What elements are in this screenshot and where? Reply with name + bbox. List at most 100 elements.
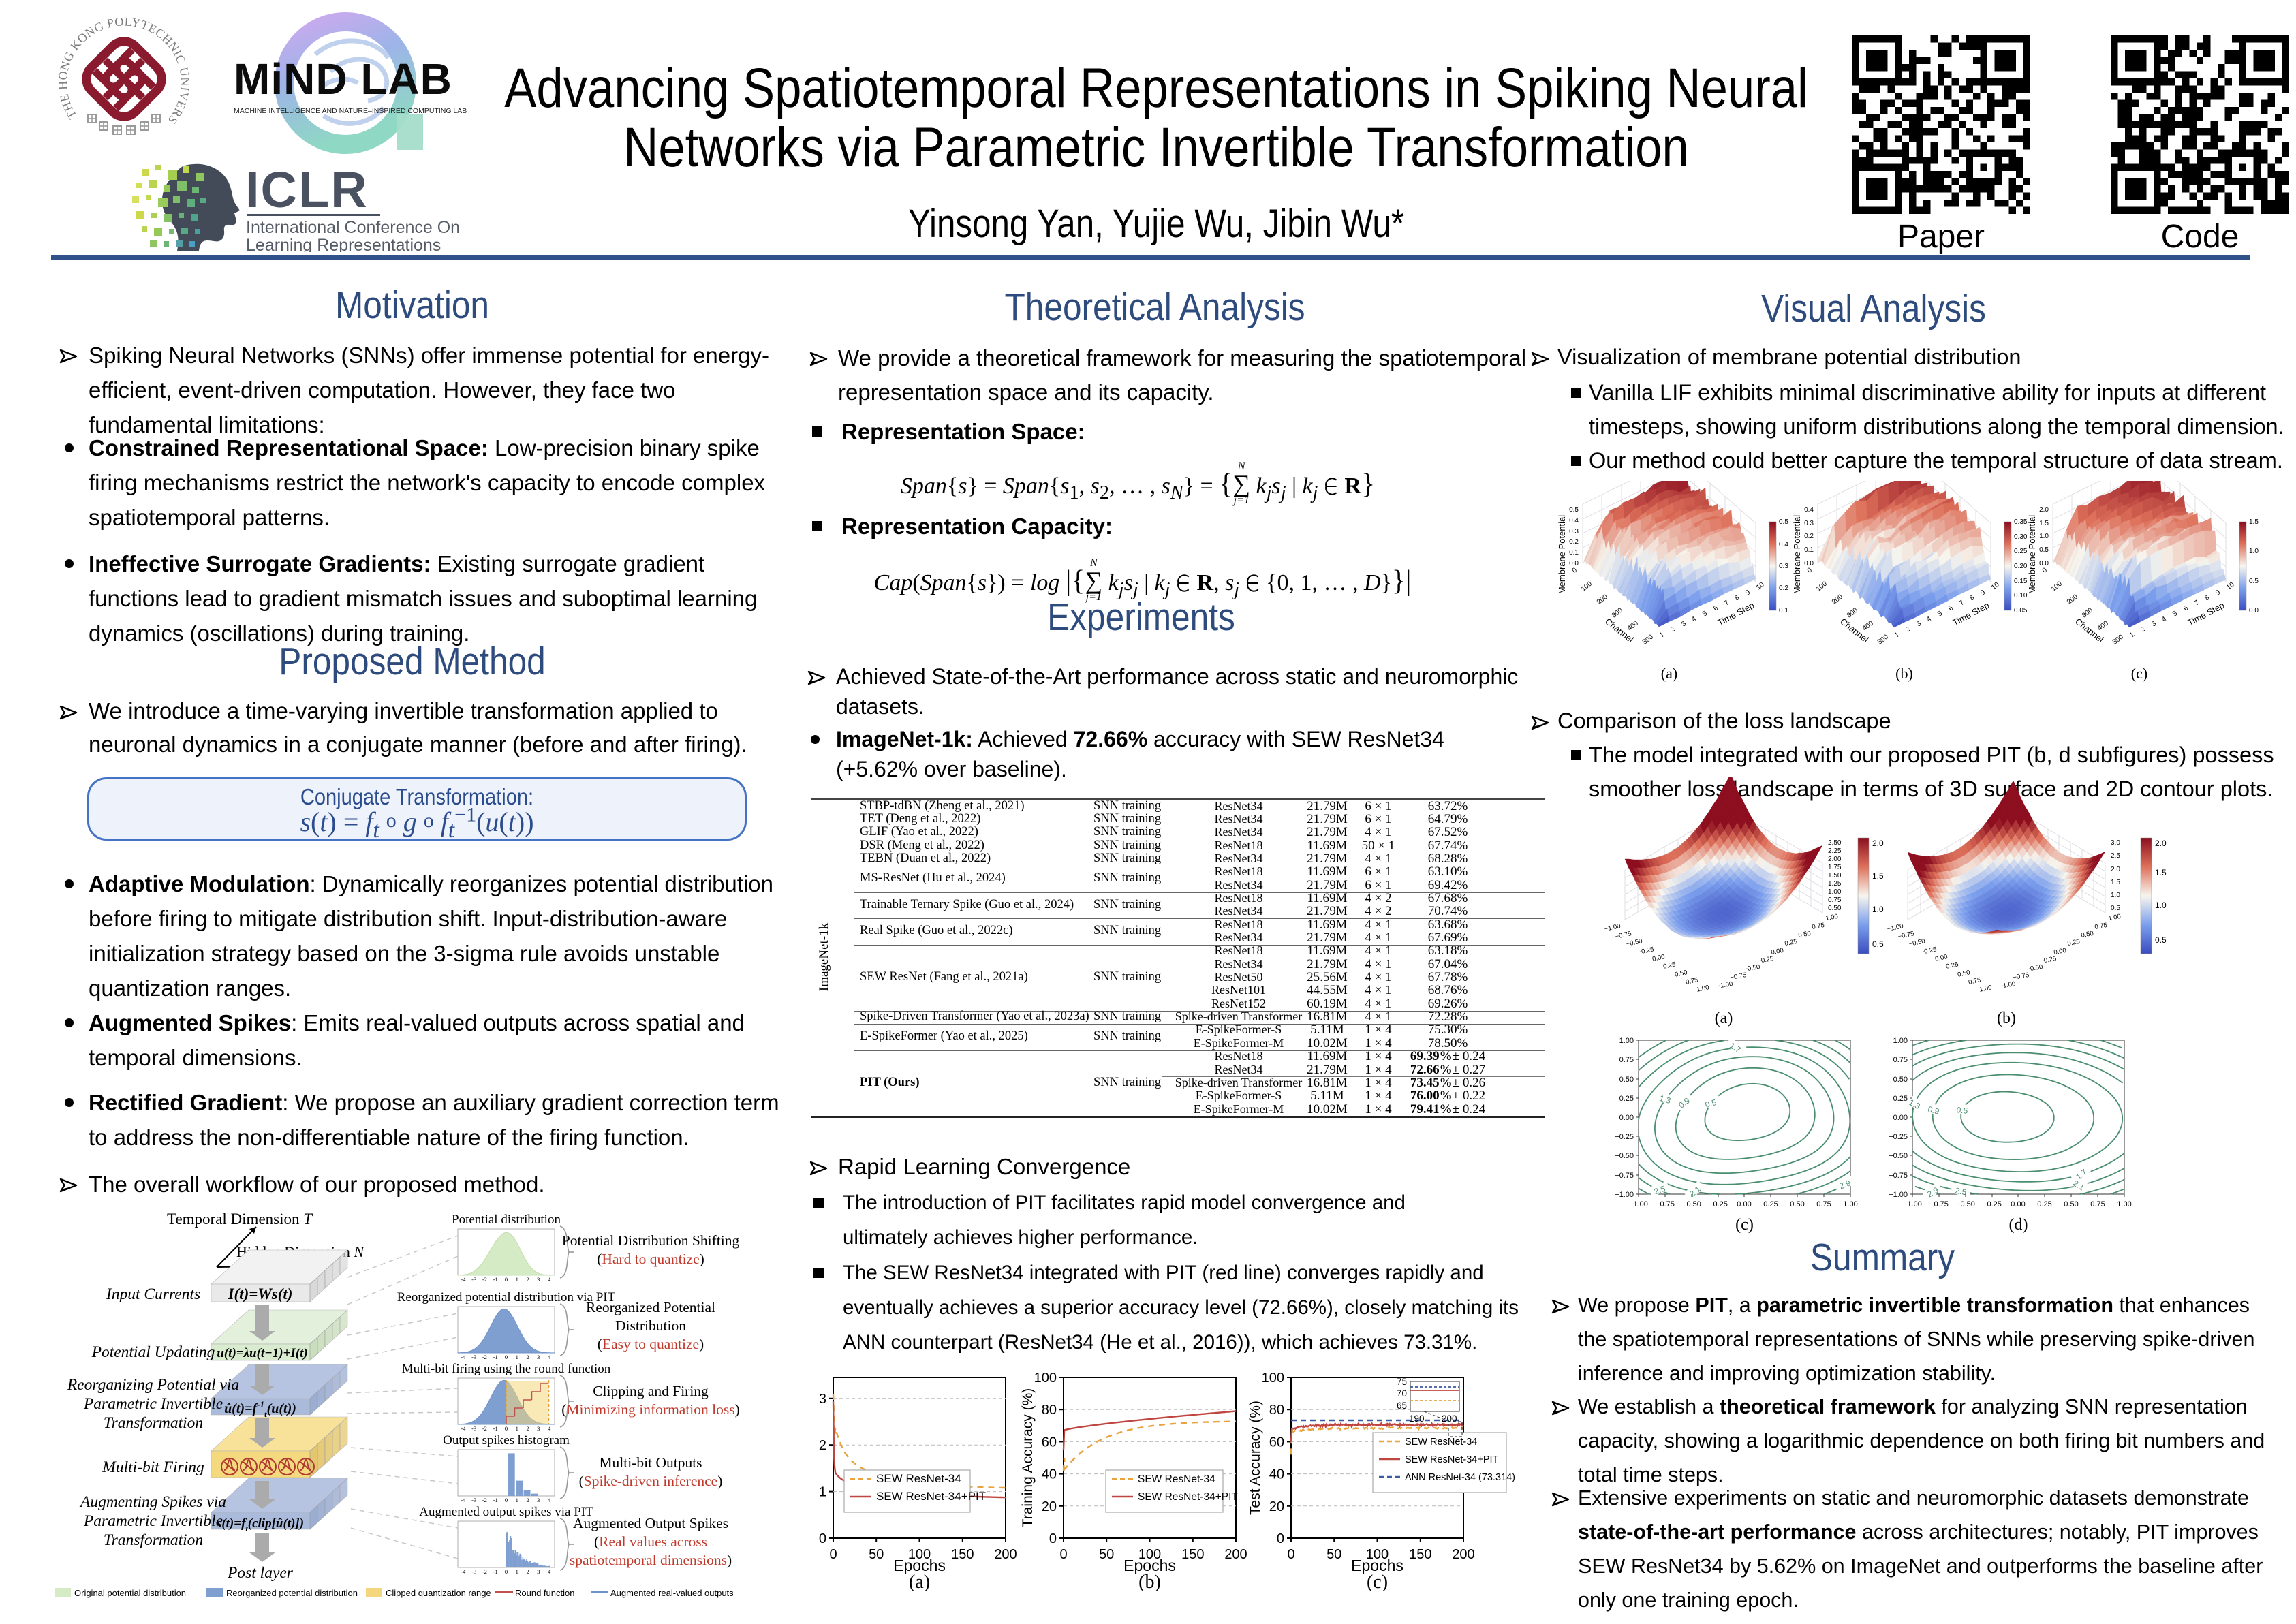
svg-text:0: 0 bbox=[829, 1547, 837, 1562]
svg-text:300: 300 bbox=[1611, 606, 1624, 619]
svg-text:SEW ResNet-34: SEW ResNet-34 bbox=[1405, 1437, 1477, 1448]
svg-text:(Minimizing information loss): (Minimizing information loss) bbox=[561, 1401, 740, 1418]
svg-text:150: 150 bbox=[951, 1547, 974, 1562]
svg-text:Training Accuracy (%): Training Accuracy (%) bbox=[1020, 1388, 1036, 1528]
svg-text:Round function: Round function bbox=[515, 1588, 574, 1598]
svg-text:1.00: 1.00 bbox=[2108, 913, 2122, 922]
svg-text:1: 1 bbox=[1893, 631, 1902, 639]
svg-text:100: 100 bbox=[1580, 580, 1594, 593]
svg-text:−1.00: −1.00 bbox=[1999, 980, 2017, 990]
svg-text:0.3: 0.3 bbox=[1804, 520, 1814, 527]
svg-text:Reorganizing Potential via: Reorganizing Potential via bbox=[67, 1376, 239, 1394]
svg-text:1.5: 1.5 bbox=[2155, 868, 2167, 877]
svg-text:−1.00: −1.00 bbox=[1903, 1200, 1922, 1208]
svg-text:3: 3 bbox=[537, 1276, 540, 1283]
svg-text:SEW ResNet-34+PIT: SEW ResNet-34+PIT bbox=[1405, 1454, 1499, 1465]
svg-text:2: 2 bbox=[526, 1568, 529, 1575]
svg-text:0.25: 0.25 bbox=[2014, 548, 2027, 555]
svg-text:Multi-bit Firing: Multi-bit Firing bbox=[102, 1458, 204, 1476]
svg-text:0.50: 0.50 bbox=[1674, 969, 1688, 979]
svg-text:70: 70 bbox=[1397, 1388, 1407, 1399]
svg-text:100: 100 bbox=[908, 1547, 931, 1562]
svg-text:1.0: 1.0 bbox=[1872, 905, 1884, 914]
svg-text:6: 6 bbox=[1947, 604, 1955, 612]
svg-text:−1.00: −1.00 bbox=[1887, 922, 1904, 933]
svg-text:0.5: 0.5 bbox=[1872, 939, 1884, 949]
svg-text:2: 2 bbox=[526, 1497, 529, 1503]
svg-text:10: 10 bbox=[2225, 581, 2236, 592]
svg-text:0: 0 bbox=[505, 1497, 508, 1503]
svg-text:0.00: 0.00 bbox=[1934, 953, 1948, 963]
svg-text:1.0: 1.0 bbox=[2155, 901, 2167, 910]
svg-text:(c): (c) bbox=[1735, 1216, 1754, 1234]
svg-text:Post layer: Post layer bbox=[227, 1564, 294, 1582]
svg-text:Membrane Potential: Membrane Potential bbox=[2027, 515, 2037, 594]
svg-text:4: 4 bbox=[548, 1354, 551, 1360]
svg-text:3: 3 bbox=[537, 1497, 540, 1503]
svg-text:-2: -2 bbox=[482, 1497, 487, 1503]
svg-text:−0.75: −0.75 bbox=[1897, 930, 1915, 941]
svg-text:−0.75: −0.75 bbox=[1929, 1200, 1949, 1208]
svg-text:4: 4 bbox=[548, 1276, 551, 1283]
svg-text:0.00: 0.00 bbox=[1651, 953, 1665, 963]
svg-text:500: 500 bbox=[1641, 633, 1655, 646]
svg-text:0.75: 0.75 bbox=[1828, 896, 1842, 904]
svg-text:0.3: 0.3 bbox=[1569, 528, 1579, 535]
svg-text:0.25: 0.25 bbox=[2037, 1200, 2051, 1208]
svg-text:0: 0 bbox=[1806, 566, 1814, 574]
svg-text:Learning Representations: Learning Representations bbox=[246, 236, 441, 252]
svg-text:0.20: 0.20 bbox=[2014, 563, 2027, 570]
svg-text:0.50: 0.50 bbox=[1790, 1200, 1804, 1208]
svg-text:0.15: 0.15 bbox=[2014, 578, 2027, 585]
svg-text:0.2: 0.2 bbox=[1779, 584, 1788, 592]
svg-text:(c): (c) bbox=[1367, 1572, 1388, 1591]
svg-text:0: 0 bbox=[1277, 1531, 1284, 1546]
svg-text:-1: -1 bbox=[493, 1276, 498, 1283]
svg-text:MACHINE INTELLIGENCE AND NATUR: MACHINE INTELLIGENCE AND NATURE–INSPIRED… bbox=[234, 107, 467, 115]
svg-text:0.3: 0.3 bbox=[1779, 563, 1788, 570]
svg-text:1.5: 1.5 bbox=[1872, 871, 1884, 881]
svg-text:0.25: 0.25 bbox=[1763, 1200, 1778, 1208]
svg-text:0: 0 bbox=[505, 1276, 508, 1283]
svg-text:500: 500 bbox=[1876, 633, 1890, 646]
svg-text:-4: -4 bbox=[461, 1425, 466, 1432]
svg-text:−0.25: −0.25 bbox=[1709, 1200, 1728, 1208]
svg-text:Test Accuracy (%): Test Accuracy (%) bbox=[1247, 1401, 1263, 1515]
svg-text:0.50: 0.50 bbox=[1619, 1076, 1634, 1084]
svg-text:2.5: 2.5 bbox=[1653, 1184, 1667, 1197]
svg-text:2.0: 2.0 bbox=[1872, 839, 1884, 848]
svg-text:Reorganized potential distribu: Reorganized potential distribution via P… bbox=[397, 1290, 616, 1305]
svg-text:2.5: 2.5 bbox=[1955, 1186, 1968, 1198]
svg-text:200: 200 bbox=[1442, 1414, 1457, 1424]
svg-text:-4: -4 bbox=[461, 1497, 466, 1503]
svg-text:(c): (c) bbox=[2131, 665, 2147, 682]
svg-text:2: 2 bbox=[1669, 625, 1677, 634]
svg-text:0.75: 0.75 bbox=[2090, 1200, 2105, 1208]
svg-text:0: 0 bbox=[1571, 566, 1579, 574]
svg-text:Epochs: Epochs bbox=[1351, 1557, 1403, 1574]
svg-text:-1: -1 bbox=[493, 1425, 498, 1432]
svg-text:10: 10 bbox=[1755, 581, 1766, 592]
svg-text:Augmented output spikes via PI: Augmented output spikes via PIT bbox=[419, 1505, 593, 1519]
svg-text:200: 200 bbox=[2066, 593, 2079, 606]
svg-text:(Easy to quantize): (Easy to quantize) bbox=[598, 1336, 704, 1352]
svg-text:ANN ResNet-34 (73.314): ANN ResNet-34 (73.314) bbox=[1405, 1472, 1515, 1483]
svg-text:1.0: 1.0 bbox=[2039, 533, 2049, 540]
svg-text:0.25: 0.25 bbox=[2067, 938, 2081, 948]
svg-text:−0.25: −0.25 bbox=[2040, 955, 2058, 965]
svg-text:20: 20 bbox=[1042, 1499, 1057, 1514]
svg-text:5: 5 bbox=[1936, 610, 1944, 618]
svg-text:1.5: 1.5 bbox=[2039, 520, 2049, 527]
svg-text:200: 200 bbox=[1831, 593, 1844, 606]
svg-text:1: 1 bbox=[516, 1425, 518, 1432]
svg-text:0.5: 0.5 bbox=[1704, 1097, 1718, 1110]
svg-text:1.5: 1.5 bbox=[2249, 518, 2259, 526]
svg-text:0.30: 0.30 bbox=[2014, 533, 2027, 541]
svg-text:1.00: 1.00 bbox=[1619, 1037, 1634, 1045]
svg-text:Transformation: Transformation bbox=[104, 1414, 203, 1432]
svg-text:6: 6 bbox=[2182, 604, 2190, 612]
svg-text:MiND LAB: MiND LAB bbox=[234, 54, 452, 104]
svg-text:0.0: 0.0 bbox=[1804, 560, 1814, 567]
svg-text:0.50: 0.50 bbox=[1893, 1076, 1908, 1084]
svg-text:50: 50 bbox=[1099, 1547, 1114, 1562]
